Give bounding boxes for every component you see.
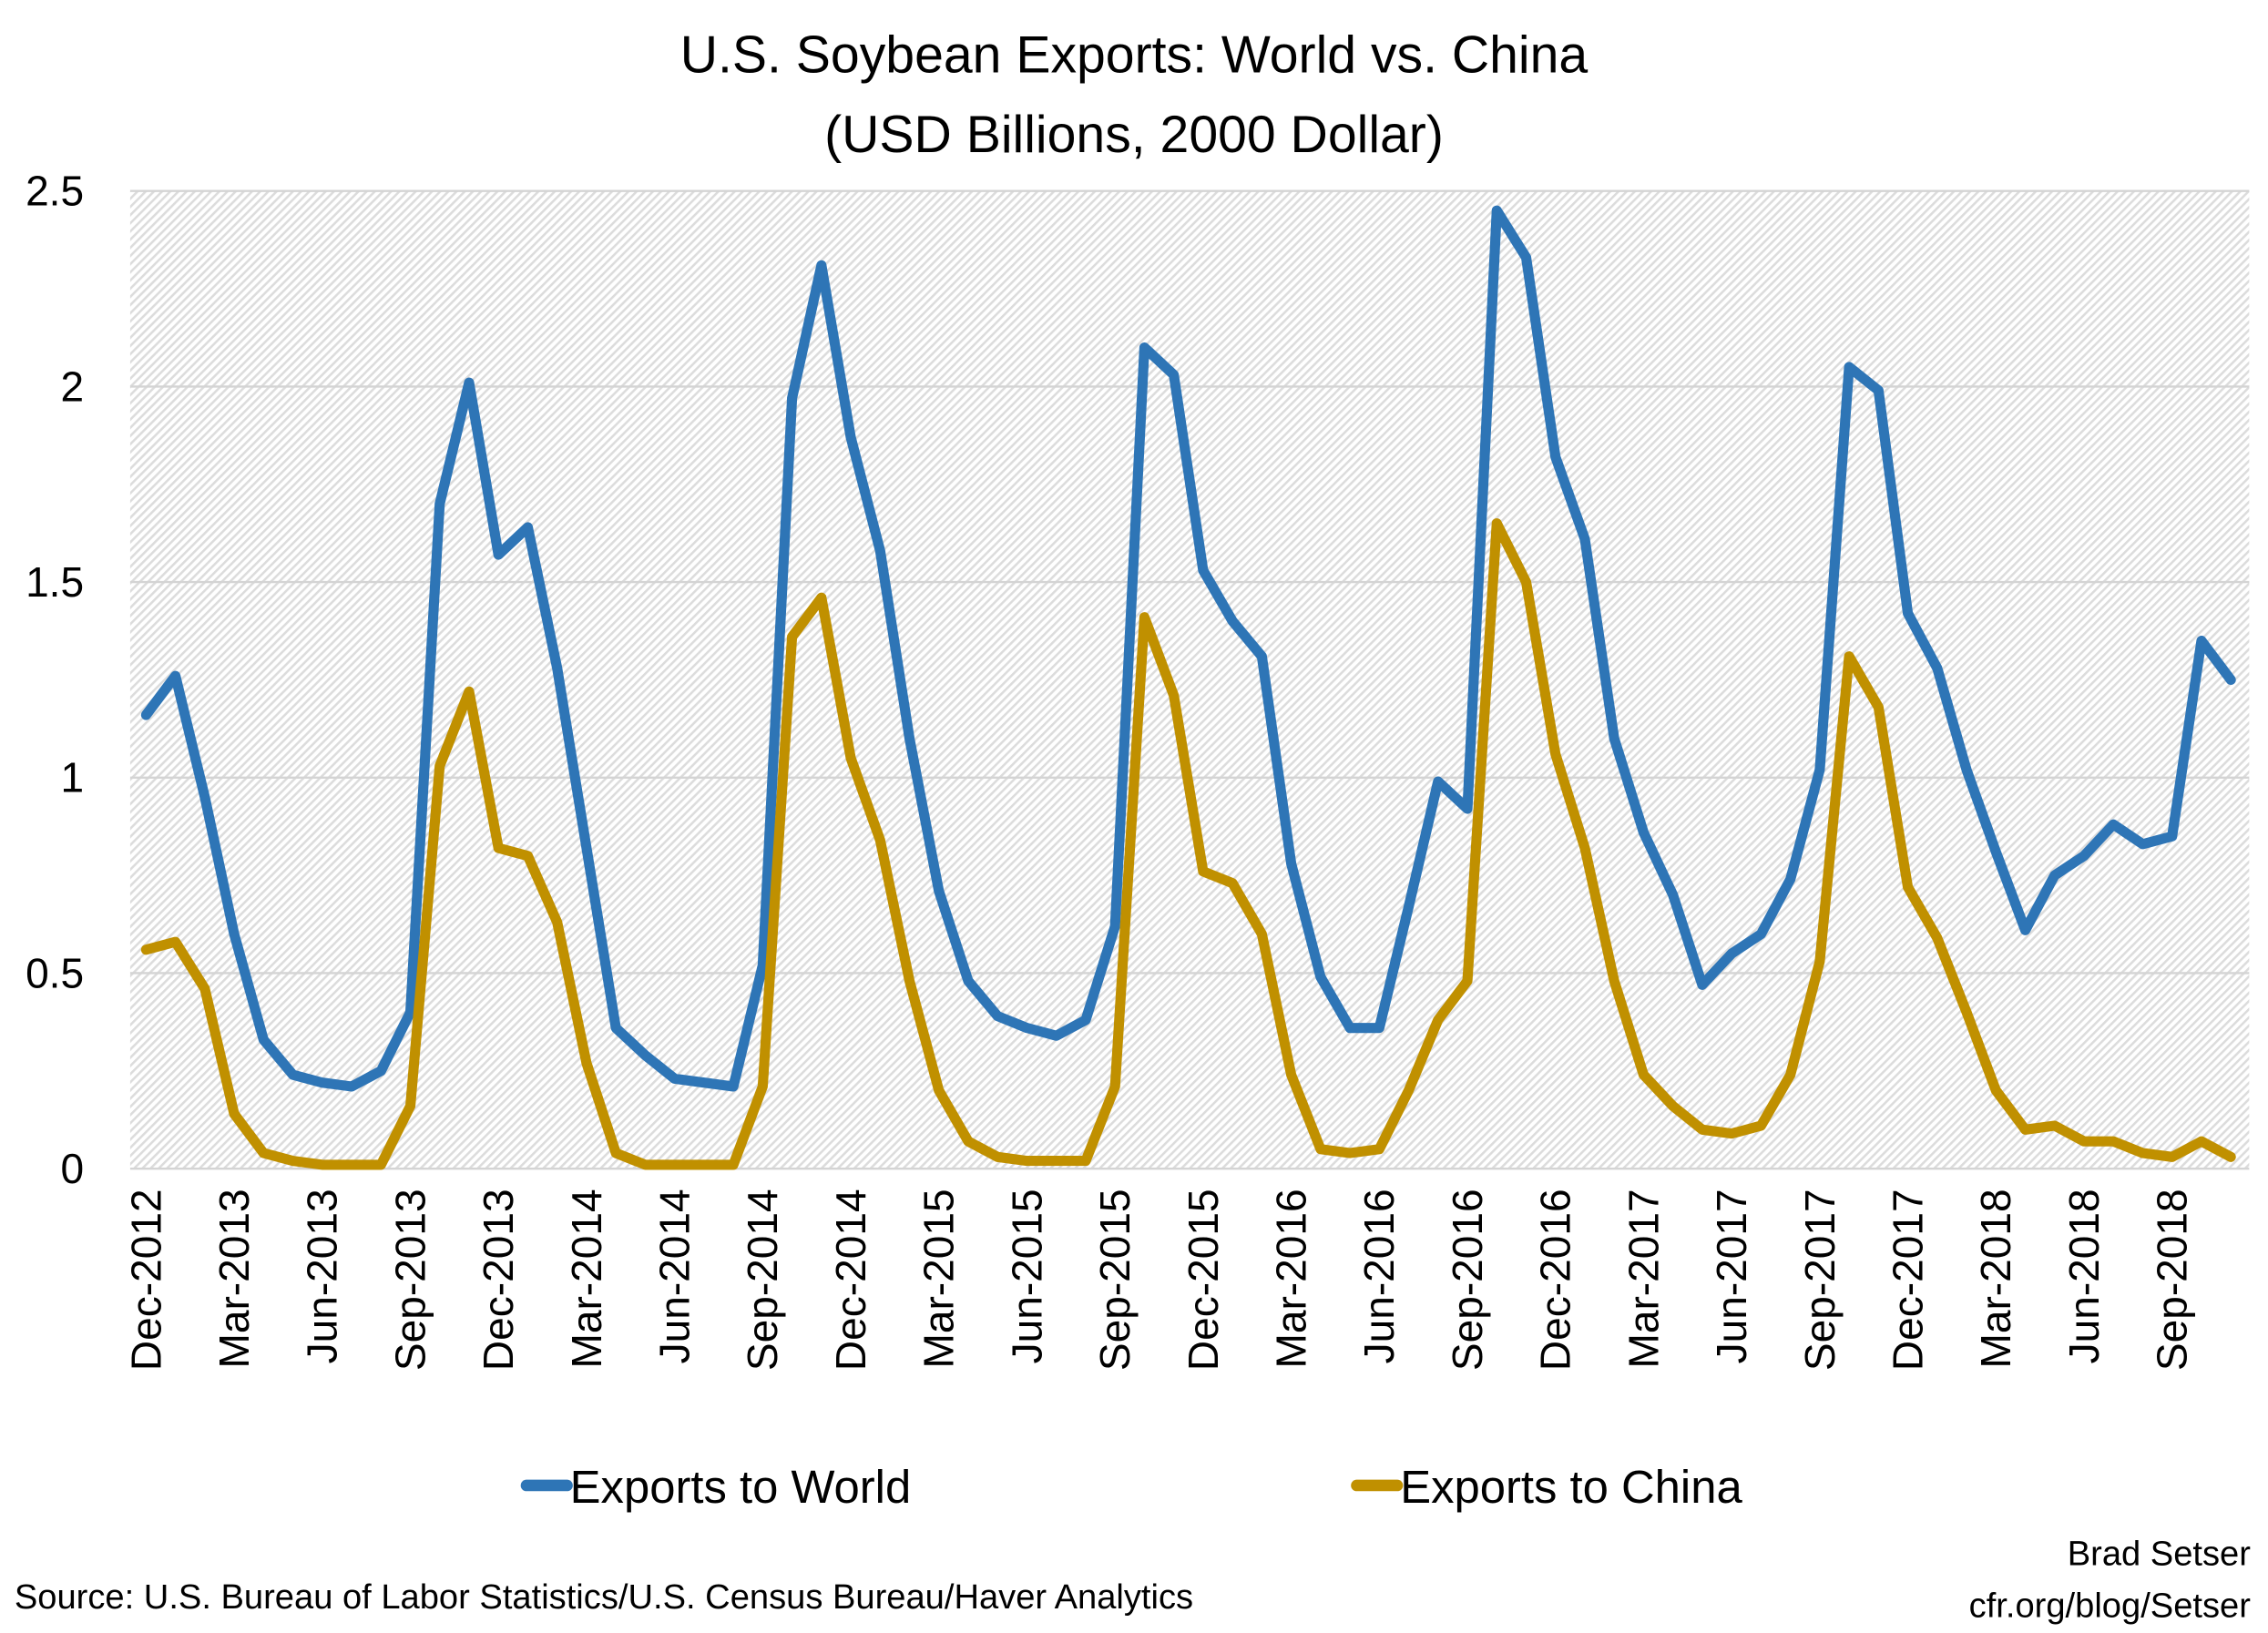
chart-subtitle: (USD Billions, 2000 Dollar) (824, 106, 1444, 164)
series-lines (140, 205, 2236, 1170)
legend-label-china: Exports to China (1400, 1461, 1742, 1513)
x-axis: Dec-2012 Mar-2013 Jun-2013 Sep-2013 Dec-2013… (122, 1189, 2195, 1371)
x-tick-label: Dec-2017 (1884, 1189, 1931, 1371)
x-tick-label: Jun-2018 (2060, 1189, 2108, 1363)
x-tick-label: Jun-2016 (1355, 1189, 1403, 1363)
series-line-china (140, 518, 2236, 1170)
y-tick-label: 2 (60, 362, 84, 410)
y-tick-label: 2.5 (26, 168, 84, 215)
x-tick-label: Jun-2017 (1708, 1189, 1755, 1363)
legend-label-world: Exports to World (570, 1461, 912, 1513)
source-note: Source: U.S. Bureau of Labor Statistics/… (15, 1578, 1193, 1617)
x-tick-label: Mar-2017 (1619, 1189, 1667, 1368)
y-tick-label: 1 (60, 754, 84, 801)
y-axis: 0 0.5 1 1.5 2 2.5 (26, 168, 84, 1192)
x-tick-label: Dec-2015 (1180, 1189, 1227, 1371)
y-tick-label: 0.5 (26, 949, 84, 996)
x-tick-label: Sep-2016 (1444, 1189, 1491, 1371)
x-tick-label: Sep-2018 (2149, 1189, 2196, 1371)
x-tick-label: Sep-2014 (739, 1189, 786, 1371)
series-line-world (140, 205, 2236, 1092)
x-tick-label: Mar-2016 (1267, 1189, 1314, 1368)
x-tick-label: Jun-2014 (651, 1189, 699, 1363)
plot-area (129, 190, 2250, 1169)
x-tick-label: Dec-2012 (122, 1189, 169, 1371)
x-tick-label: Jun-2015 (1003, 1189, 1050, 1363)
x-tick-label: Mar-2014 (563, 1189, 610, 1368)
x-tick-label: Mar-2013 (210, 1189, 258, 1368)
x-tick-label: Dec-2014 (827, 1189, 874, 1371)
x-tick-label: Sep-2013 (386, 1189, 434, 1371)
author-url: cfr.org/blog/Setser (1969, 1587, 2252, 1625)
y-tick-label: 0 (60, 1145, 84, 1192)
x-tick-label: Mar-2015 (915, 1189, 963, 1368)
x-tick-label: Dec-2013 (475, 1189, 522, 1371)
legend: Exports to World Exports to China (520, 1461, 1742, 1513)
y-tick-label: 1.5 (26, 558, 84, 606)
x-tick-label: Dec-2016 (1532, 1189, 1579, 1371)
x-tick-label: Mar-2018 (1972, 1189, 2019, 1368)
chart-title: U.S. Soybean Exports: World vs. China (680, 26, 1589, 84)
x-tick-label: Sep-2017 (1796, 1189, 1844, 1371)
x-tick-label: Sep-2015 (1091, 1189, 1139, 1371)
author: Brad Setser (2068, 1535, 2252, 1573)
x-tick-label: Jun-2013 (299, 1189, 346, 1363)
